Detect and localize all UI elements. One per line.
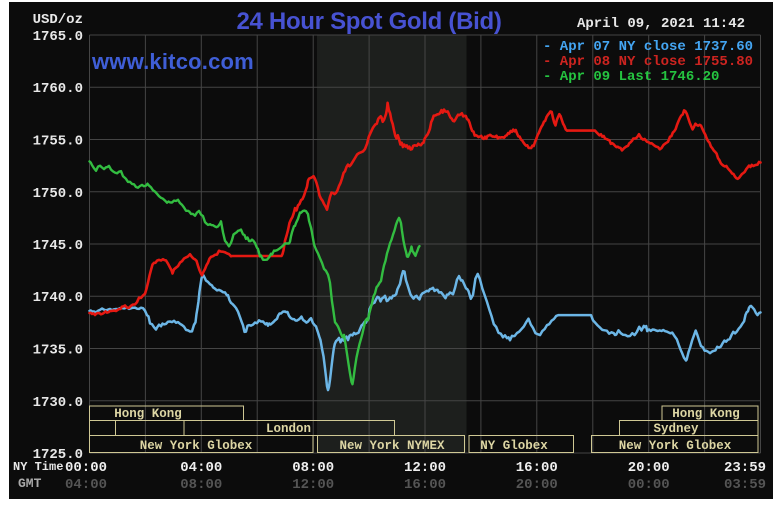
svg-text:20:00: 20:00 (516, 477, 558, 493)
svg-text:www.kitco.com: www.kitco.com (91, 49, 254, 74)
svg-text:12:00: 12:00 (404, 460, 446, 476)
svg-text:04:00: 04:00 (65, 477, 107, 493)
svg-text:1765.0: 1765.0 (33, 29, 83, 45)
svg-text:08:00: 08:00 (180, 477, 222, 493)
svg-text:New York Globex: New York Globex (619, 439, 732, 453)
svg-text:00:00: 00:00 (65, 460, 107, 476)
svg-text:- Apr 07 NY close 1737.60: - Apr 07 NY close 1737.60 (543, 39, 753, 55)
svg-text:USD/oz: USD/oz (33, 12, 83, 28)
svg-text:20:00: 20:00 (628, 460, 670, 476)
svg-text:24 Hour Spot Gold (Bid): 24 Hour Spot Gold (Bid) (236, 8, 501, 35)
svg-text:NY Time: NY Time (13, 460, 63, 474)
svg-text:12:00: 12:00 (292, 477, 334, 493)
svg-text:1735.0: 1735.0 (33, 343, 83, 359)
svg-text:- Apr 08 NY close 1755.80: - Apr 08 NY close 1755.80 (543, 54, 753, 70)
svg-text:New York NYMEX: New York NYMEX (339, 439, 445, 453)
svg-text:- Apr 09 Last 1746.20: - Apr 09 Last 1746.20 (543, 69, 719, 85)
svg-text:04:00: 04:00 (180, 460, 222, 476)
svg-text:1740.0: 1740.0 (33, 290, 83, 306)
svg-text:1725.0: 1725.0 (33, 447, 83, 463)
svg-text:03:59: 03:59 (724, 477, 766, 493)
svg-text:1750.0: 1750.0 (33, 186, 83, 202)
svg-text:London: London (266, 422, 311, 436)
svg-text:Sydney: Sydney (653, 422, 699, 436)
svg-text:16:00: 16:00 (404, 477, 446, 493)
svg-text:1745.0: 1745.0 (33, 238, 83, 254)
svg-text:1755.0: 1755.0 (33, 134, 83, 150)
svg-text:GMT: GMT (18, 476, 42, 491)
svg-text:00:00: 00:00 (628, 477, 670, 493)
svg-text:1730.0: 1730.0 (33, 395, 83, 411)
svg-text:16:00: 16:00 (516, 460, 558, 476)
svg-text:April 09, 2021 11:42: April 09, 2021 11:42 (577, 16, 745, 32)
svg-text:New York Globex: New York Globex (140, 439, 253, 453)
svg-text:1760.0: 1760.0 (33, 81, 83, 97)
svg-text:NY Globex: NY Globex (480, 439, 548, 453)
svg-text:Hong Kong: Hong Kong (672, 407, 740, 421)
svg-text:08:00: 08:00 (292, 460, 334, 476)
svg-text:Hong Kong: Hong Kong (114, 407, 182, 421)
svg-text:23:59: 23:59 (724, 460, 766, 476)
